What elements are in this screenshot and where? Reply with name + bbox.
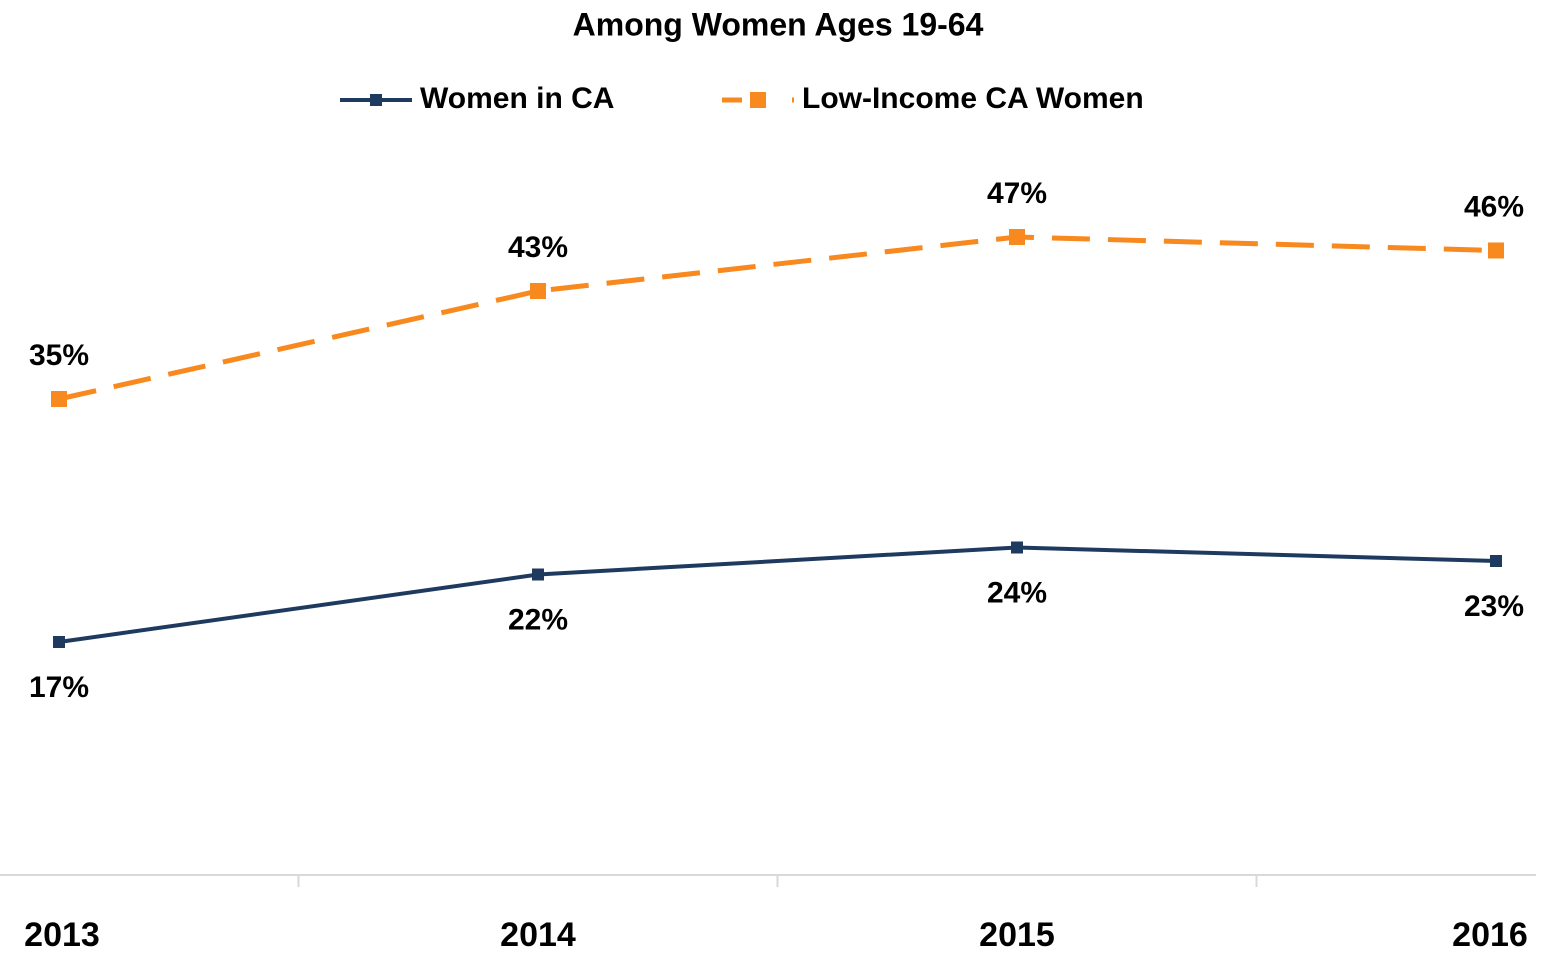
data-label: 47%	[987, 177, 1047, 210]
x-tick-label: 2014	[500, 916, 576, 954]
series-marker	[1009, 229, 1025, 245]
series-marker	[1490, 555, 1502, 567]
data-label: 22%	[508, 603, 568, 636]
series-marker	[53, 636, 65, 648]
data-label: 17%	[29, 671, 89, 704]
series-line	[58, 234, 1497, 402]
series-line	[58, 545, 1497, 644]
x-tick-label: 2015	[979, 916, 1055, 954]
chart-title: Among Women Ages 19-64	[573, 6, 984, 42]
series-marker	[530, 283, 546, 299]
data-label: 23%	[1464, 590, 1524, 623]
legend-label: Women in CA	[420, 82, 614, 115]
series-marker	[1488, 242, 1504, 259]
data-label: 46%	[1464, 190, 1524, 223]
series-marker	[532, 568, 544, 581]
legend-marker	[750, 92, 766, 108]
data-label: 43%	[508, 231, 568, 264]
legend-marker	[370, 94, 382, 106]
data-label: 24%	[987, 576, 1047, 609]
series-marker	[51, 391, 67, 407]
x-tick-label: 2013	[24, 916, 100, 954]
x-tick-label: 2016	[1452, 916, 1528, 954]
series-marker	[1011, 541, 1023, 554]
legend-label: Low-Income CA Women	[802, 82, 1144, 115]
data-label: 35%	[29, 339, 89, 372]
